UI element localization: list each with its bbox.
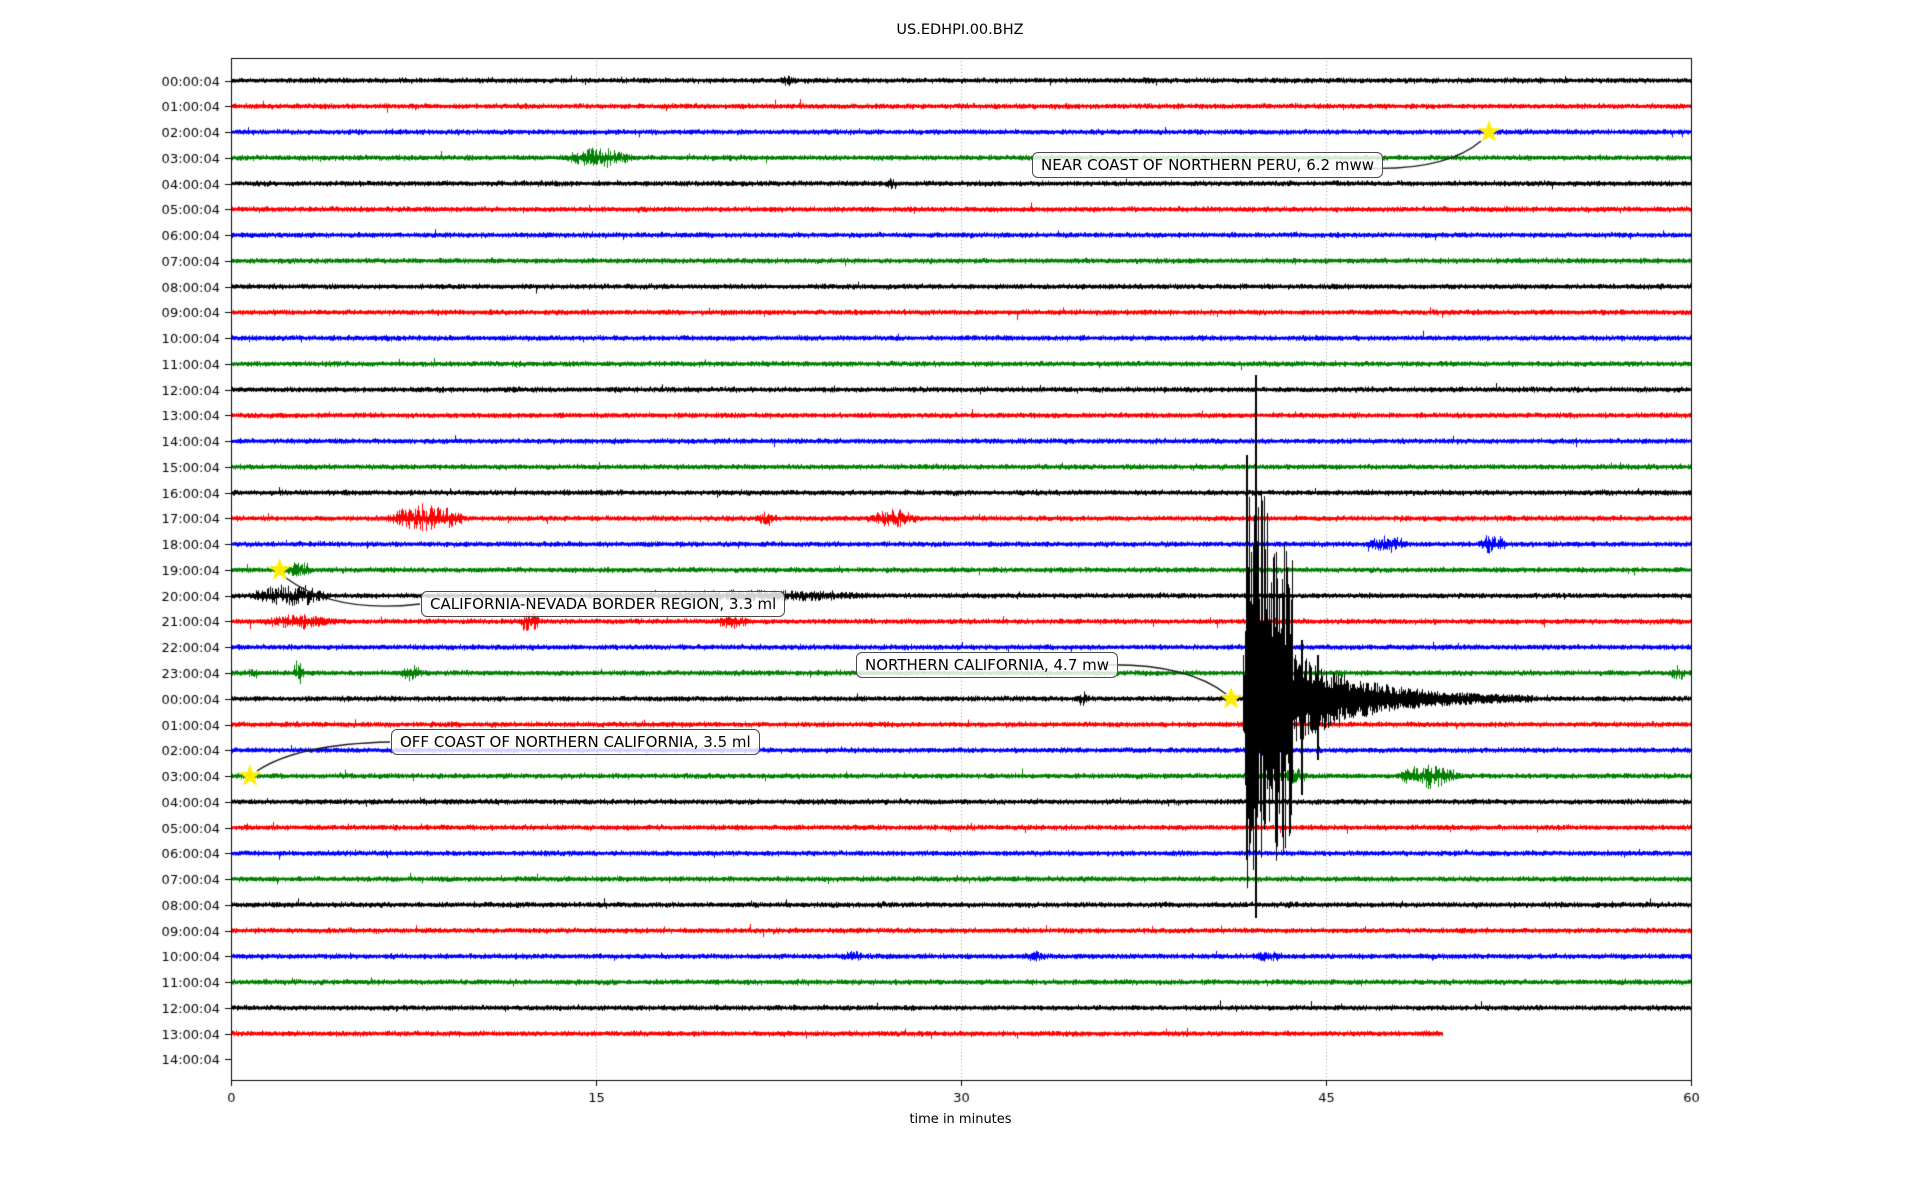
event-annotation-off-coast: OFF COAST OF NORTHERN CALIFORNIA, 3.5 ml	[391, 729, 760, 755]
x-axis-label: time in minutes	[909, 1112, 1012, 1127]
event-annotation-california-nevada: CALIFORNIA-NEVADA BORDER REGION, 3.3 ml	[421, 591, 786, 617]
chart-title: US.EDHPI.00.BHZ	[896, 22, 1024, 38]
event-annotation-northern-california: NORTHERN CALIFORNIA, 4.7 mw	[856, 652, 1119, 678]
event-annotation-peru: NEAR COAST OF NORTHERN PERU, 6.2 mww	[1032, 152, 1384, 178]
